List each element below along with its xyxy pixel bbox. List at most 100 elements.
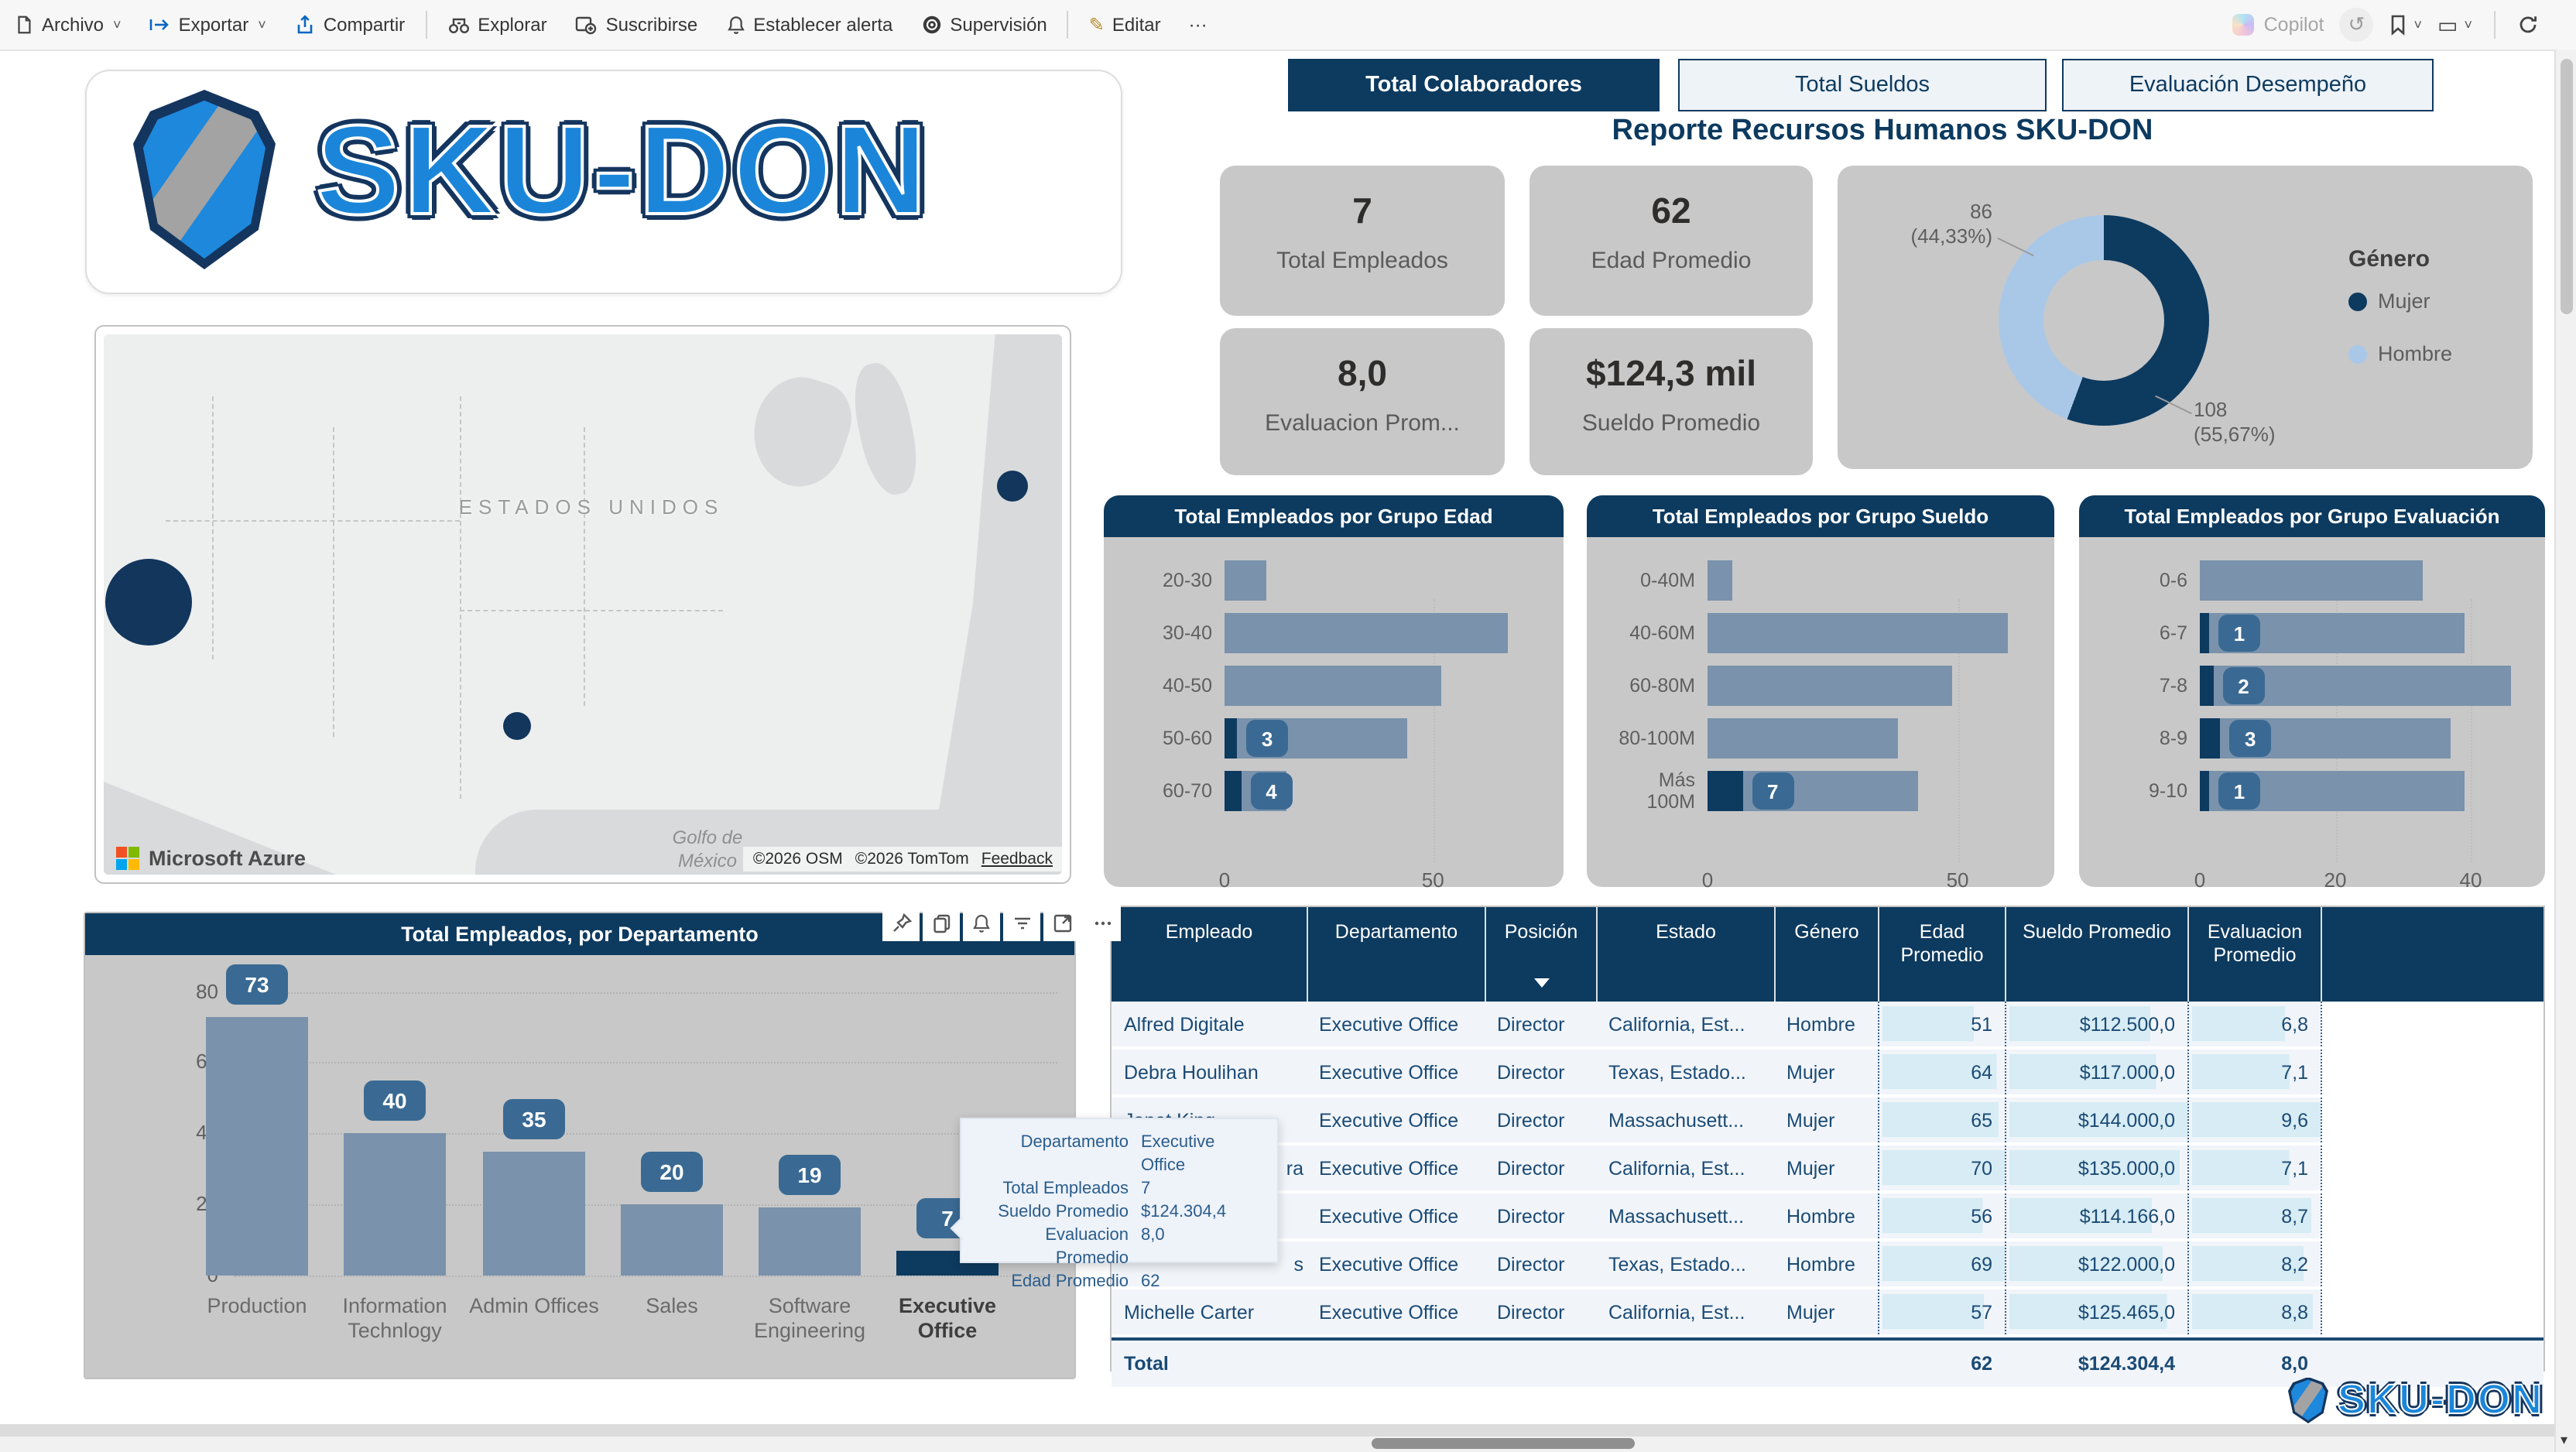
more-options-button[interactable]: ··· bbox=[1175, 0, 1221, 50]
monitoring-button[interactable]: Supervisión bbox=[906, 0, 1060, 50]
category-label: Admin Offices bbox=[469, 1294, 599, 1317]
share-button[interactable]: Compartir bbox=[280, 0, 419, 50]
column-header-posición[interactable]: Posición bbox=[1485, 907, 1596, 1002]
tab-total-colaboradores[interactable]: Total Colaboradores bbox=[1288, 59, 1660, 111]
tab-evaluacion-desempeno[interactable]: Evaluación Desempeño bbox=[2062, 59, 2434, 111]
alert-visual-button[interactable] bbox=[963, 904, 1000, 941]
feedback-link[interactable]: Feedback bbox=[981, 849, 1053, 868]
bar[interactable] bbox=[1225, 666, 1441, 706]
copilot-button[interactable]: Copilot bbox=[2232, 14, 2324, 36]
bar-admin-offices[interactable] bbox=[483, 1151, 585, 1276]
bar-track: 4 bbox=[1225, 771, 1550, 811]
cell-empleado: Michelle Carter bbox=[1124, 1301, 1255, 1323]
bar[interactable] bbox=[1225, 560, 1266, 601]
legend-label: Mujer bbox=[2378, 289, 2430, 313]
bar[interactable] bbox=[1225, 613, 1509, 653]
horizontal-scrollbar[interactable] bbox=[0, 1437, 2554, 1452]
footer-logo-text: SKU-DON bbox=[2337, 1375, 2543, 1423]
bar[interactable] bbox=[1708, 560, 1733, 601]
bookmarks-button[interactable]: ˅ bbox=[2389, 14, 2422, 36]
selected-bar[interactable] bbox=[1708, 771, 1743, 811]
category-label: 0-6 bbox=[2159, 570, 2187, 591]
map-canvas[interactable]: ESTADOS UNIDOS Golfo de México Microsoft … bbox=[104, 334, 1062, 875]
bar-sales[interactable] bbox=[621, 1204, 723, 1276]
bar-information-technlogy[interactable] bbox=[344, 1133, 446, 1276]
cell-genero: Mujer bbox=[1786, 1061, 1835, 1083]
tooltip-label: Evaluacion Promedio bbox=[1045, 1226, 1129, 1268]
vertical-scrollbar[interactable]: ▾ bbox=[2554, 50, 2576, 1452]
tab-label: Evaluación Desempeño bbox=[2129, 73, 2367, 98]
tooltip-value: 62 bbox=[1141, 1272, 1160, 1291]
vertical-scrollbar-handle[interactable] bbox=[2561, 59, 2573, 314]
bar-software-engineering[interactable] bbox=[759, 1207, 861, 1276]
table-row[interactable]: Janet KingExecutive OfficeDirectorMassac… bbox=[1112, 1098, 2543, 1146]
column-header-label: Edad Promedio bbox=[1900, 921, 1984, 966]
column-header-departamento[interactable]: Departamento bbox=[1307, 907, 1485, 1002]
column-header-sueldo-promedio[interactable]: Sueldo Promedio bbox=[2005, 907, 2187, 1002]
set-alert-button[interactable]: Establecer alerta bbox=[711, 0, 906, 50]
legend-item-mujer[interactable]: Mujer bbox=[2348, 289, 2430, 313]
column-header-estado[interactable]: Estado bbox=[1596, 907, 1774, 1002]
bar[interactable] bbox=[2200, 560, 2424, 601]
cell-edad: 57 bbox=[1878, 1289, 2005, 1334]
bar-track bbox=[1708, 560, 2033, 601]
more-visual-options-button[interactable] bbox=[1084, 904, 1121, 941]
table-row[interactable]: Michelle Carter Executive Office Director C… bbox=[1112, 1289, 2543, 1337]
edit-button[interactable]: ✎ Editar bbox=[1075, 0, 1175, 50]
category-label: Más 100M bbox=[1646, 769, 1695, 813]
total-empty-cell bbox=[1596, 1341, 1774, 1387]
cell-estado: California, Est... bbox=[1608, 1301, 1745, 1323]
column-header-evaluacion-promedio[interactable]: Evaluacion Promedio bbox=[2187, 907, 2321, 1002]
column-header-género[interactable]: Género bbox=[1774, 907, 1878, 1002]
table-row[interactable]: Alfred Digitale Executive Office Director C… bbox=[1112, 1002, 2543, 1050]
horizontal-scrollbar-handle[interactable] bbox=[1372, 1438, 1635, 1449]
bar[interactable] bbox=[1708, 718, 1898, 759]
file-menu-button[interactable]: Archivo ˅ bbox=[0, 0, 135, 50]
bar[interactable] bbox=[1708, 771, 1918, 811]
reset-button[interactable]: ↺ bbox=[2339, 8, 2374, 42]
table-row[interactable]: s Executive Office Director Texas, Estado..… bbox=[1112, 1241, 2543, 1289]
selected-bar[interactable] bbox=[1225, 771, 1242, 811]
map-bubble-california[interactable] bbox=[105, 559, 192, 646]
map-bubble-texas[interactable] bbox=[503, 712, 531, 740]
category-label: 20-30 bbox=[1163, 570, 1212, 591]
bar-production[interactable] bbox=[206, 1016, 308, 1276]
page-title: Reporte Recursos Humanos SKU-DON bbox=[1612, 115, 2153, 147]
refresh-button[interactable] bbox=[2517, 14, 2539, 36]
table-row[interactable]: Debra Houlihan Executive Office Director Te… bbox=[1112, 1050, 2543, 1098]
selected-bar[interactable] bbox=[1225, 718, 1238, 759]
copy-visual-button[interactable] bbox=[923, 904, 960, 941]
focus-mode-button[interactable] bbox=[1043, 904, 1081, 941]
cell-empleado: Debra Houlihan bbox=[1124, 1061, 1259, 1083]
cell-evaluacion: 9,6 bbox=[2187, 1098, 2321, 1142]
selected-bar[interactable] bbox=[2200, 666, 2214, 706]
export-menu-button[interactable]: Exportar ˅ bbox=[135, 0, 280, 50]
bar[interactable] bbox=[1708, 613, 2008, 653]
subscribe-button[interactable]: Suscribirse bbox=[561, 0, 712, 50]
table-row[interactable]: ra Executive Office Director California, Es… bbox=[1112, 1146, 2543, 1193]
legend-item-hombre[interactable]: Hombre bbox=[2348, 342, 2452, 365]
bar[interactable] bbox=[1708, 666, 1953, 706]
explore-button[interactable]: Explorar bbox=[433, 0, 560, 50]
view-button[interactable]: ▭ ˅ bbox=[2437, 12, 2472, 38]
table-row[interactable]: Executive Office Director Massachusett... H… bbox=[1112, 1193, 2543, 1241]
selected-bar[interactable] bbox=[2200, 771, 2209, 811]
x-axis-tick: 20 bbox=[2324, 868, 2347, 892]
filters-visual-button[interactable] bbox=[1003, 904, 1040, 941]
map-provider-label: Microsoft Azure bbox=[149, 847, 307, 870]
bar-track bbox=[2200, 560, 2525, 601]
column-header-empleado[interactable]: Empleado bbox=[1112, 907, 1307, 1002]
column-header-edad-promedio[interactable]: Edad Promedio bbox=[1878, 907, 2005, 1002]
x-axis-tick: 50 bbox=[1946, 868, 1969, 892]
table-body: Alfred Digitale Executive Office Director C… bbox=[1112, 1002, 2543, 1387]
chart-title: Total Empleados por Grupo Edad bbox=[1104, 495, 1564, 537]
selected-bar[interactable] bbox=[2200, 718, 2221, 759]
pin-visual-button[interactable] bbox=[882, 904, 920, 941]
selected-bar[interactable] bbox=[2200, 613, 2209, 653]
map-bubble-massachusetts[interactable] bbox=[997, 471, 1028, 502]
cell-posicion: Director bbox=[1497, 1061, 1565, 1083]
toolbar-divider bbox=[1067, 11, 1069, 39]
column-header-label: Género bbox=[1794, 921, 1859, 943]
gridline bbox=[234, 1133, 1057, 1135]
tab-total-sueldos[interactable]: Total Sueldos bbox=[1678, 59, 2047, 111]
